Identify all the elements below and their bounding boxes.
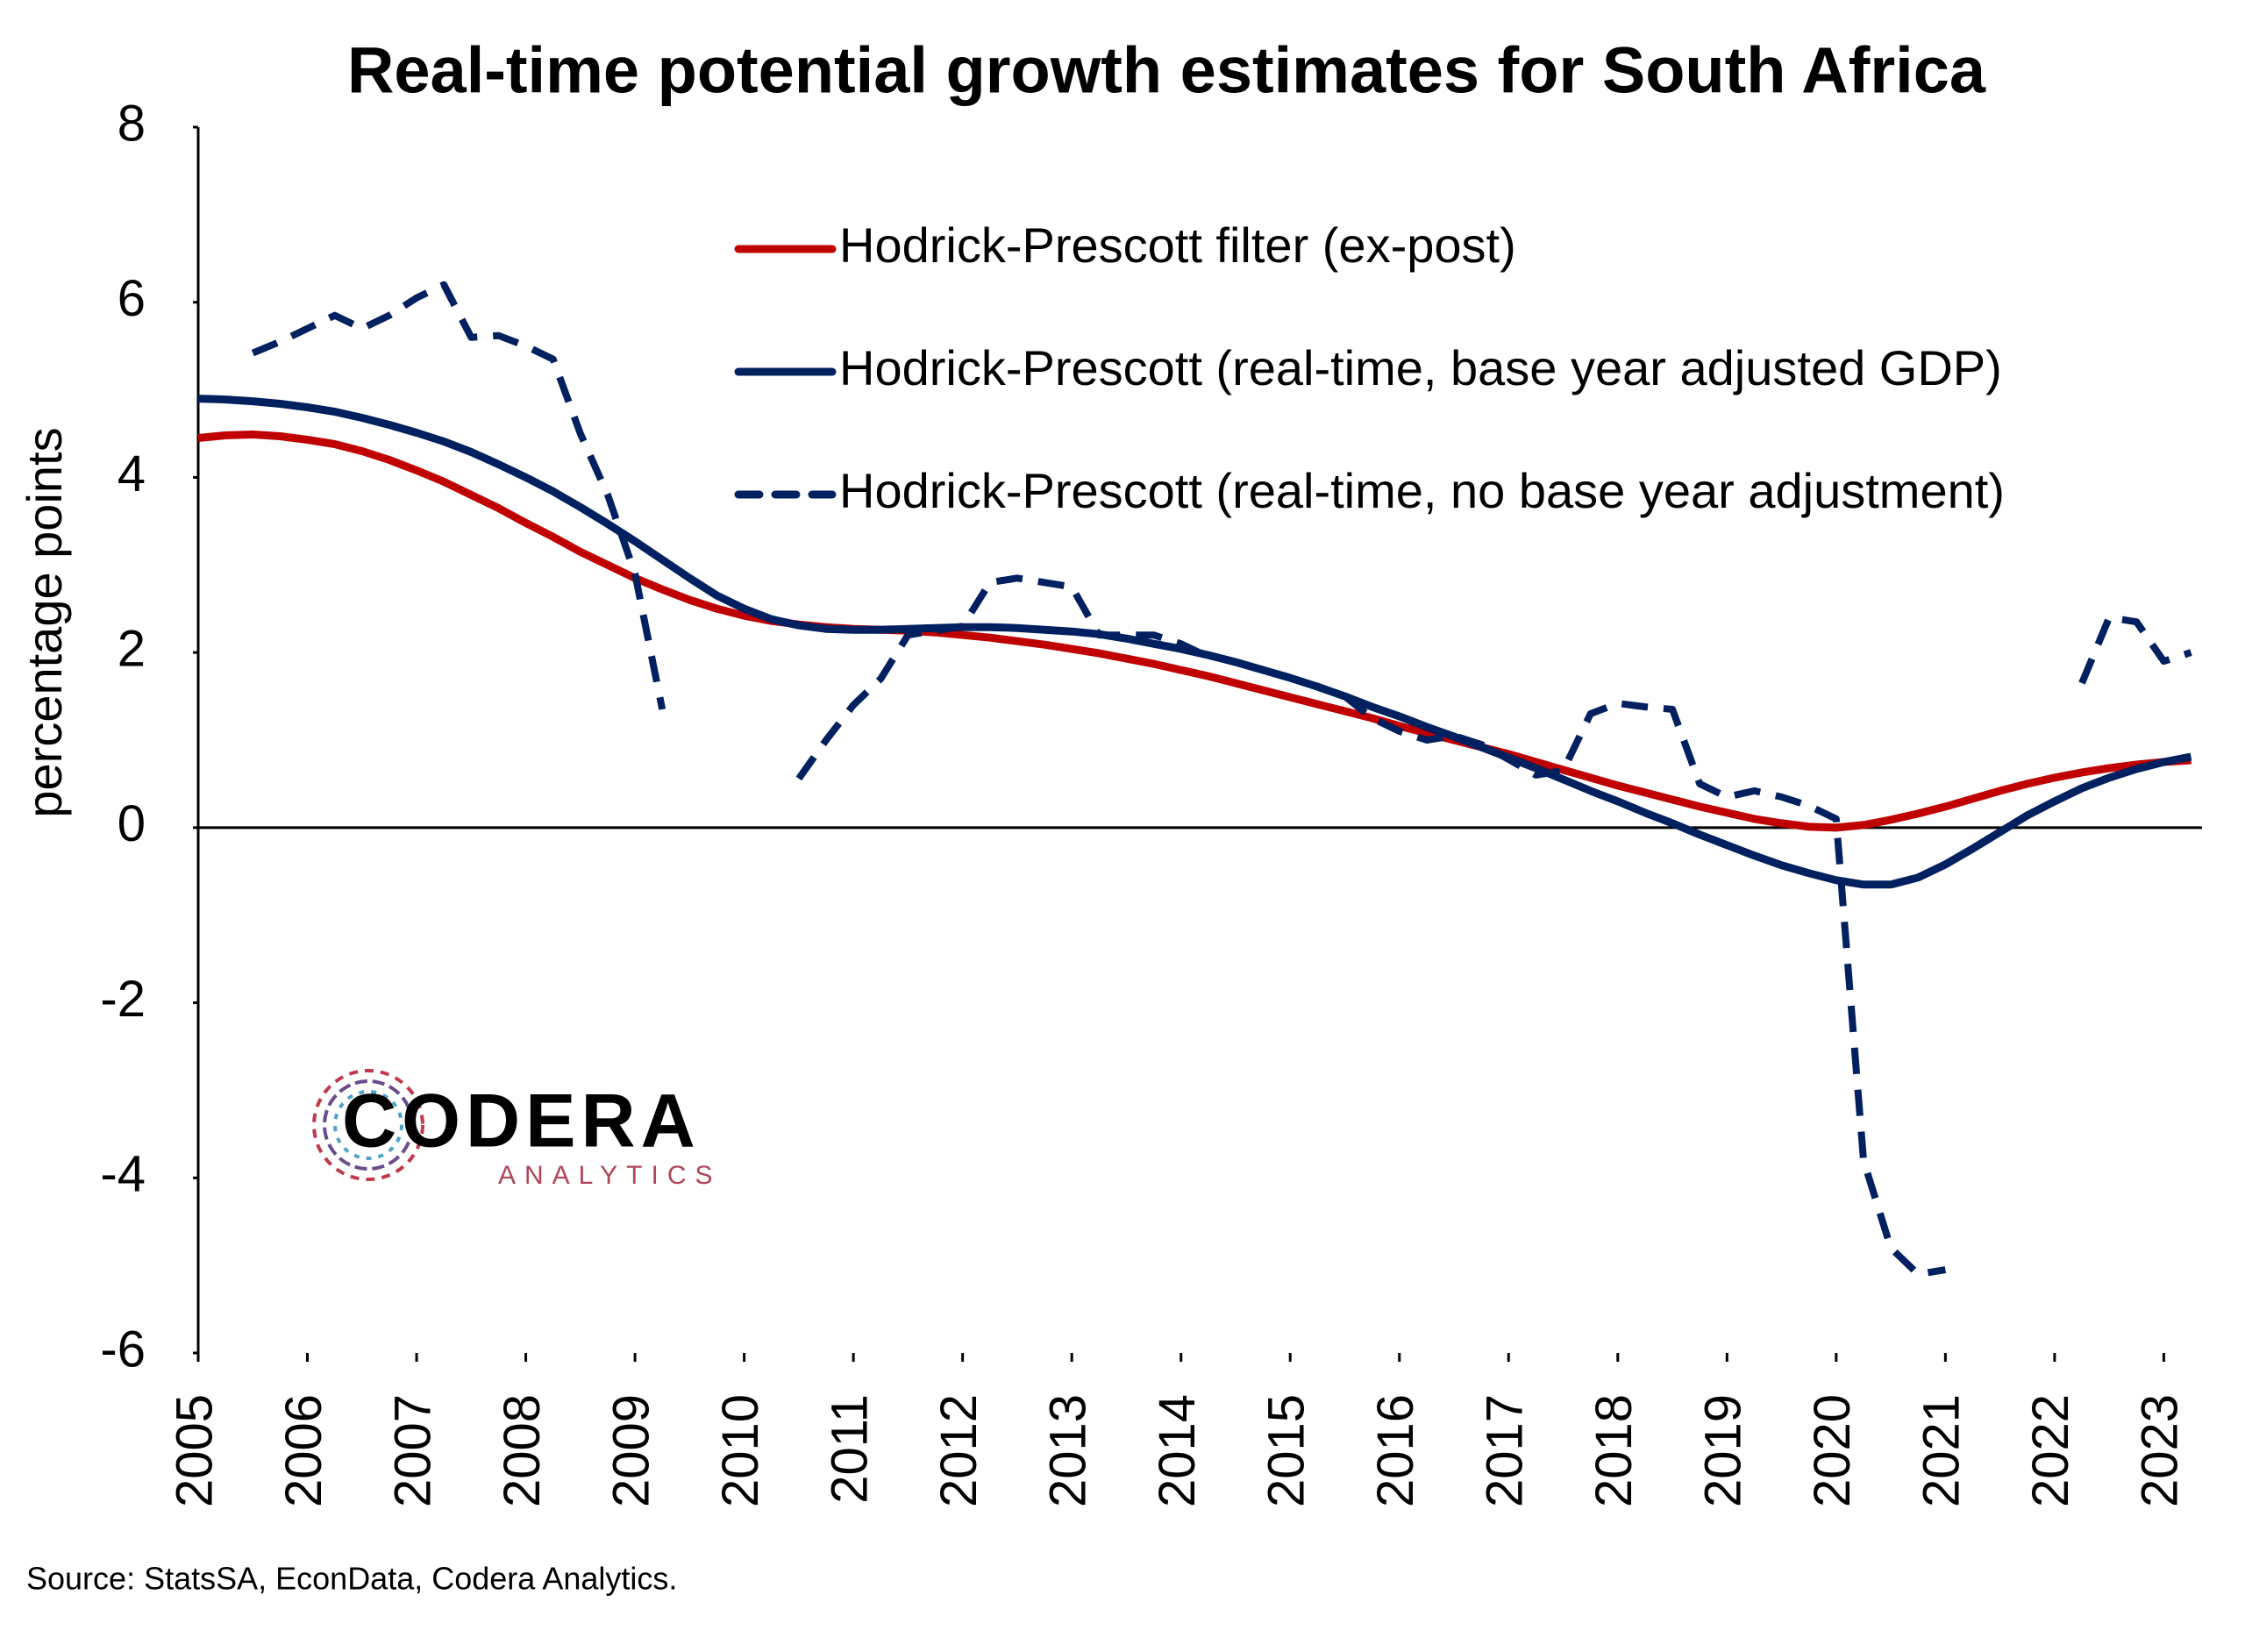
x-tick-label: 2005 [166,1394,223,1507]
x-tick-label: 2012 [930,1394,987,1507]
series-line [251,281,2192,1278]
y-tick-label: -4 [100,1146,146,1203]
y-tick-label: 0 [118,795,146,852]
logo: CODERA ANALYTICS [312,1069,722,1190]
x-tick-label: 2020 [1804,1394,1861,1507]
x-tick-label: 2014 [1149,1394,1206,1507]
x-tick-label: 2019 [1695,1394,1752,1507]
logo-ring [312,1069,424,1181]
x-tick-label: 2018 [1586,1394,1643,1507]
logo-tagline: ANALYTICS [498,1161,722,1190]
x-tick-label: 2006 [275,1394,332,1507]
y-tick-label: 4 [118,445,146,502]
x-tick-label: 2010 [712,1394,769,1507]
legend-label: Hodrick-Prescott (real-time, no base yea… [839,463,2005,518]
x-tick-label: 2011 [821,1394,878,1504]
y-tick-label: 8 [118,95,146,152]
legend-label: Hodrick-Prescott (real-time, base year a… [839,340,2002,395]
x-tick-label: 2009 [602,1394,659,1507]
x-tick-label: 2017 [1477,1394,1534,1507]
x-tick-label: 2022 [2022,1394,2079,1507]
y-tick-label: -2 [100,971,146,1028]
logo-ring [323,1079,414,1171]
y-tick-label: 2 [118,620,146,677]
y-tick-label: 6 [118,270,146,327]
logo-name: CODERA [342,1079,701,1164]
logo-ring [333,1090,403,1160]
chart-title: Real-time potential growth estimates for… [347,34,1986,107]
source-note: Source: StatsSA, EconData, Codera Analyt… [26,1561,677,1597]
x-tick-label: 2007 [384,1394,441,1507]
x-tick-label: 2023 [2132,1394,2189,1507]
x-tick-label: 2013 [1040,1394,1097,1507]
y-axis-label: percentage points [17,427,72,817]
y-tick-label: -6 [100,1321,146,1378]
x-tick-label: 2008 [494,1394,551,1507]
x-tick-label: 2015 [1258,1394,1315,1507]
x-tick-label: 2016 [1367,1394,1424,1507]
legend-label: Hodrick-Prescott filter (ex-post) [839,217,1516,273]
x-tick-label: 2021 [1914,1394,1971,1507]
series-line [197,431,2192,832]
